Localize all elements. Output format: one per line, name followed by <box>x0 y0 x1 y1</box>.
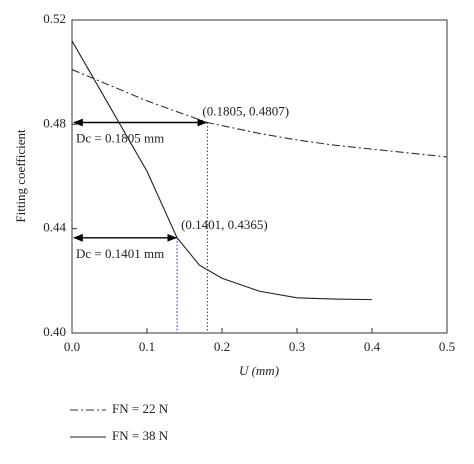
x-tick-label: 0.5 <box>439 339 455 354</box>
point-label: (0.1401, 0.4365) <box>181 217 268 232</box>
y-tick-label: 0.40 <box>43 324 66 339</box>
x-tick-label: 0.4 <box>364 339 381 354</box>
x-axis-title: U (mm) <box>239 363 279 378</box>
x-tick-label: 0.0 <box>64 339 80 354</box>
dimension-label: Dc = 0.1401 mm <box>76 246 164 261</box>
y-tick-label: 0.44 <box>43 220 66 235</box>
plot-frame <box>71 19 448 334</box>
legend-label: FN = 22 N <box>112 401 169 416</box>
legend-label: FN = 38 N <box>112 428 169 443</box>
series-line <box>71 69 448 158</box>
x-tick-label: 0.1 <box>139 339 155 354</box>
point-label: (0.1805, 0.4807) <box>202 103 289 118</box>
x-tick-label: 0.3 <box>289 339 305 354</box>
y-axis-title: Fitting coefficient <box>13 129 28 223</box>
y-tick-label: 0.52 <box>43 11 66 26</box>
y-tick-label: 0.48 <box>43 115 66 130</box>
series-line <box>71 40 373 301</box>
x-tick-label: 0.2 <box>214 339 230 354</box>
dimension-label: Dc = 0.1805 mm <box>76 130 164 145</box>
